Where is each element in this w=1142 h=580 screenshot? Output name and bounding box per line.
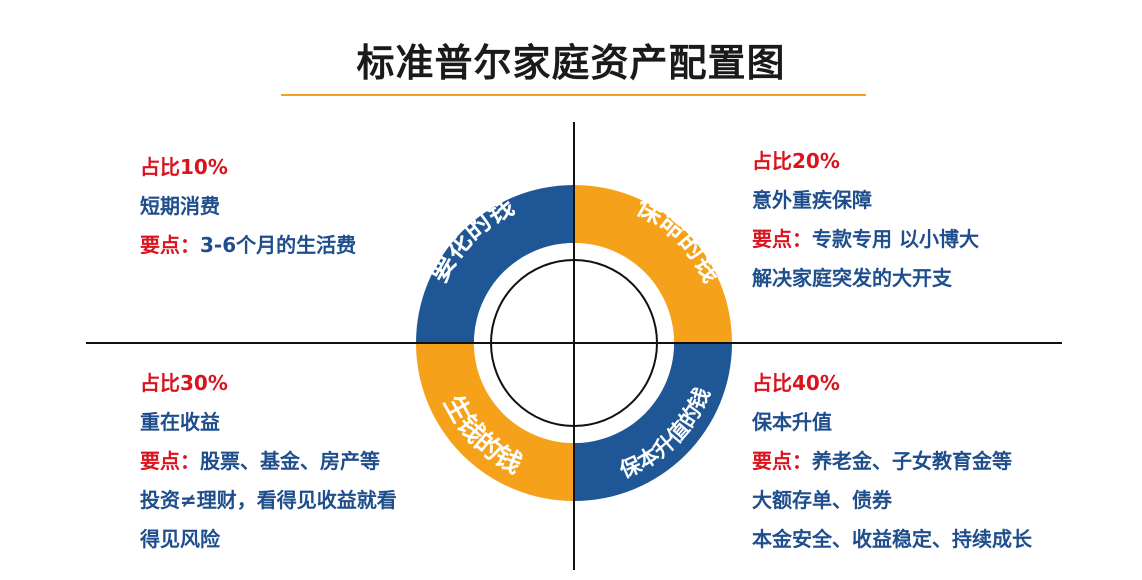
purpose-label: 意外重疾保障: [752, 188, 872, 212]
segment-top-left: [416, 185, 574, 343]
quadrant-bottom-left: 占比30% 重在收益 要点：股票、基金、房产等 投资≠理财，看得见收益就看 得见…: [140, 364, 397, 559]
purpose-label: 短期消费: [140, 194, 220, 218]
key-point-label: 要点：: [140, 449, 200, 473]
segment-top-right: [574, 185, 732, 343]
key-point-text: 3-6个月的生活费: [200, 233, 357, 257]
key-point-text: 股票、基金、房产等: [200, 449, 380, 473]
key-point-label: 要点：: [752, 449, 812, 473]
purpose-label: 保本升值: [752, 410, 832, 434]
quadrant-top-right: 占比20% 意外重疾保障 要点：专款专用 以小博大 解决家庭突发的大开支: [752, 142, 979, 298]
title-underline: [281, 94, 866, 96]
ratio-label: 占比40%: [752, 371, 840, 395]
extra-line: 解决家庭突发的大开支: [752, 266, 952, 290]
quadrant-bottom-right: 占比40% 保本升值 要点：养老金、子女教育金等 大额存单、债券 本金安全、收益…: [752, 364, 1032, 559]
key-point-label: 要点：: [752, 227, 812, 251]
extra-line: 得见风险: [140, 527, 220, 551]
segment-bottom-left: [416, 343, 574, 501]
ratio-label: 占比30%: [140, 371, 228, 395]
segment-bottom-right: [574, 343, 732, 501]
key-point: 要点：专款专用 以小博大: [752, 220, 979, 259]
ratio-label: 占比10%: [140, 155, 228, 179]
quadrant-top-left: 占比10% 短期消费 要点：3-6个月的生活费: [140, 148, 356, 265]
key-point: 要点：股票、基金、房产等: [140, 442, 397, 481]
diagram-title: 标准普尔家庭资产配置图: [356, 41, 786, 85]
ratio-label: 占比20%: [752, 149, 840, 173]
vertical-axis: [573, 122, 575, 570]
extra-line: 投资≠理财，看得见收益就看: [140, 488, 397, 512]
extra-line: 大额存单、债券: [752, 488, 892, 512]
key-point-label: 要点：: [140, 233, 200, 257]
extra-line: 本金安全、收益稳定、持续成长: [752, 527, 1032, 551]
key-point: 要点：养老金、子女教育金等: [752, 442, 1032, 481]
purpose-label: 重在收益: [140, 410, 220, 434]
key-point-text: 养老金、子女教育金等: [812, 449, 1012, 473]
key-point: 要点：3-6个月的生活费: [140, 226, 356, 265]
key-point-text: 专款专用 以小博大: [812, 227, 979, 251]
